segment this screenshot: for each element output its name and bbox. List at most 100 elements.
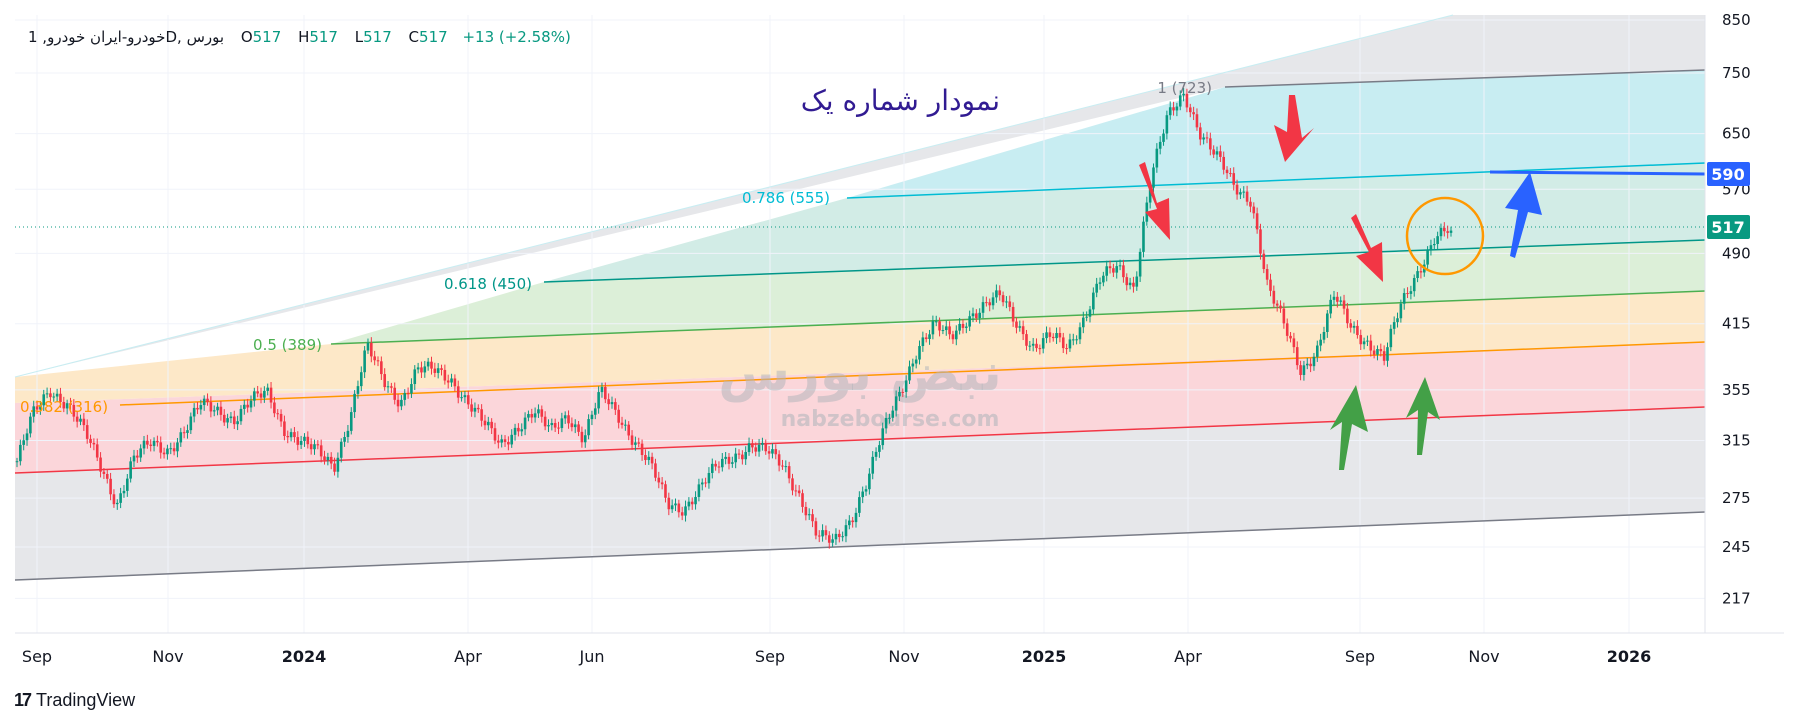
candle-body-66 [236,421,239,425]
candle-body-269 [914,359,918,364]
candle-body-89 [313,444,316,450]
candle-body-383 [1295,347,1299,366]
candle-body-119 [413,369,417,385]
candle-body-161 [553,422,557,428]
candle-body-127 [440,368,443,370]
time-tick-8: Apr [1174,647,1202,666]
candle-body-65 [232,416,236,425]
candle-body-418 [1412,278,1416,292]
candle-body-132 [456,386,460,398]
symbol-header[interactable]: 1 ,خودرو-ایران خودروD, بورس O517 H517 L5… [28,28,571,46]
candle-body-233 [794,490,798,492]
candle-body-1 [19,444,22,462]
candle-body-357 [1209,138,1212,150]
candle-body-11 [52,396,56,398]
candle-body-314 [1065,348,1068,350]
candle-body-409 [1382,351,1386,361]
candle-body-376 [1272,290,1276,304]
candle-body-365 [1235,184,1239,195]
fib-line-bottom [14,511,1706,581]
symbol-exchange: بورس [186,28,225,46]
candle-body-380 [1285,323,1289,336]
time-tick-0: Sep [22,647,52,666]
candle-body-41 [152,440,156,446]
candle-body-45 [166,448,169,455]
candle-body-153 [527,414,530,418]
candle-body-181 [620,422,624,425]
watermark-name: نبض بورس [718,343,1002,403]
candle-body-23 [92,442,96,445]
candle-body-341 [1155,148,1159,168]
zone-top-gray [15,15,1705,377]
symbol-interval[interactable]: D [165,28,178,46]
candle-body-116 [403,393,407,400]
candle-body-13 [59,393,62,402]
candle-body-225 [767,451,771,454]
candle-body-237 [807,514,811,516]
candle-body-393 [1329,299,1332,314]
candle-body-85 [299,440,303,445]
candle-body-327 [1108,266,1112,269]
candle-body-74 [263,390,266,398]
candle-body-175 [600,387,604,393]
candle-body-140 [483,420,487,426]
candle-body-106 [370,342,373,357]
symbol-name[interactable]: 1 ,خودرو-ایران خودرو [28,28,166,46]
candle-body-192 [657,477,661,483]
price-tick-8: 275 [1722,489,1751,507]
candle-body-133 [460,397,463,399]
time-axis[interactable]: Sep Nov 2024 Apr Jun Sep Nov 2025 Apr Sep Nov 2026 [22,647,1651,666]
candle-body-342 [1158,141,1162,149]
candle-body-169 [580,431,584,443]
candle-body-117 [406,393,410,395]
candle-body-48 [176,442,179,452]
candle-body-273 [928,334,931,339]
candle-body-252 [858,497,861,513]
candle-body-56 [202,398,206,406]
candle-body-102 [356,386,360,394]
candle-body-290 [985,302,988,304]
candle-body-337 [1142,221,1145,252]
price-tick-7: 315 [1722,432,1751,450]
candle-body-355 [1202,137,1205,140]
candle-body-232 [791,478,794,491]
tradingview-logo[interactable]: 17 TradingView [14,690,135,711]
candle-body-389 [1315,345,1319,357]
candle-body-129 [446,380,450,383]
candle-body-262 [891,410,895,418]
candle-body-114 [396,399,400,407]
candle-body-12 [55,393,59,397]
candle-body-419 [1416,271,1419,279]
candle-body-255 [868,473,871,490]
candle-body-316 [1071,339,1075,341]
fib-line-1 [1224,69,1706,88]
candle-body-404 [1366,340,1369,342]
candle-body-86 [303,436,306,441]
candle-body-42 [156,440,159,443]
candle-body-241 [821,530,824,537]
candle-body-204 [697,484,701,497]
highlight-circle [1405,196,1485,276]
candle-body-183 [627,424,631,436]
candle-body-60 [216,406,219,411]
candle-body-72 [256,391,259,394]
annotation-title: نمودار شماره یک [801,84,1000,117]
candle-body-412 [1392,322,1396,329]
candle-body-344 [1165,115,1169,134]
candle-body-55 [199,405,203,410]
candle-body-103 [359,372,363,387]
candle-body-285 [968,316,971,327]
candle-body-121 [420,367,423,373]
close-label: C [408,28,420,46]
price-tick-1: 750 [1722,64,1751,82]
candle-body-228 [777,454,781,466]
candle-body-429 [1449,230,1453,233]
candle-body-224 [764,442,768,452]
candle-body-264 [898,391,901,397]
candle-body-364 [1232,173,1236,185]
candle-body-254 [864,489,868,492]
candle-body-2 [22,440,25,445]
candle-body-8 [42,394,46,406]
